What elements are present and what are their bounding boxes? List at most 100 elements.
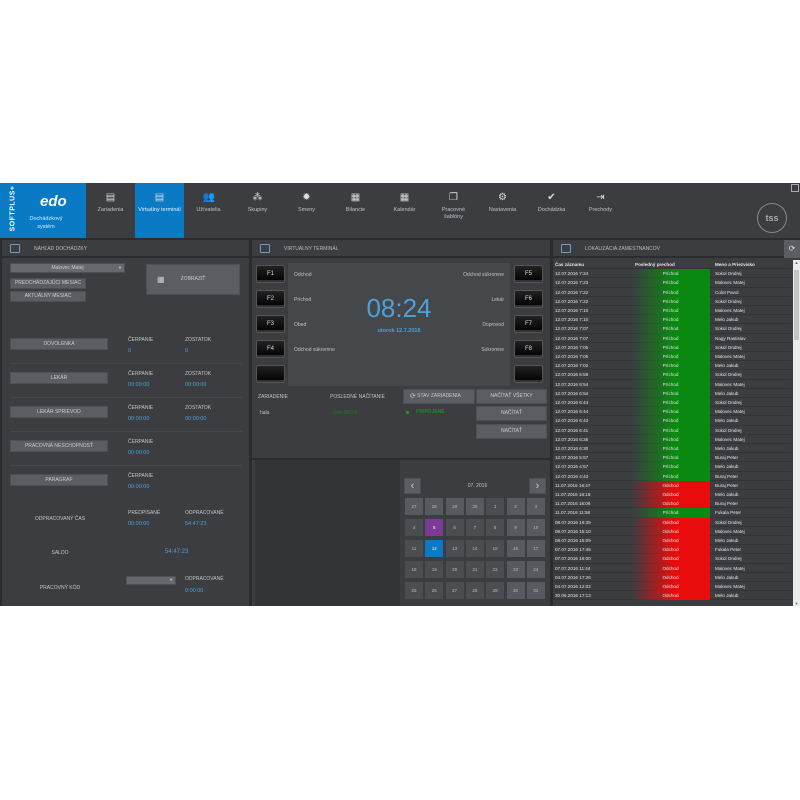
calendar-day[interactable]: 28 [465,582,484,599]
table-row[interactable]: 12.07.2016 6:35 Príchod Malovec Matej [553,434,791,444]
table-row[interactable]: 12.07.2016 7:24 Príchod Sokol Ondrej [553,269,791,279]
calendar-day[interactable]: 15 [486,540,505,557]
table-row[interactable]: 12.07.2016 4:43 Príchod Buraj Peter [553,471,791,481]
previous-month-button[interactable]: PREDCHÁDZAJÚCI MESIAC [10,278,86,289]
calendar-day[interactable]: 19 [425,561,444,578]
table-row[interactable]: 12.07.2016 6:44 Príchod Sokol Ondrej [553,398,791,408]
calendar-day[interactable]: 21 [465,561,484,578]
show-button[interactable]: ▦ ZOBRAZIŤ [146,264,240,295]
calendar-day[interactable]: 17 [526,540,545,557]
table-row[interactable]: 11.07.2016 16:18 Odchod Melo Jakub [553,490,791,500]
load-all-button[interactable]: NAČÍTAŤ VŠETKY [476,389,547,404]
table-row[interactable]: 12.07.2016 6:44 Príchod Malovec Matej [553,407,791,417]
next-month-button[interactable]: › [529,478,546,494]
load-button[interactable]: NAČÍTAŤ [476,406,547,421]
table-row[interactable]: 12.07.2016 7:05 Príchod Malovec Matej [553,352,791,362]
nav-item[interactable]: ▤ Zariadenia [86,183,135,238]
function-key[interactable]: F3 [256,315,285,333]
calendar-day[interactable]: 1 [486,498,505,515]
category-button[interactable]: PRACOVNÁ NESCHOPNOSŤ [10,440,108,452]
calendar-day[interactable]: 6 [445,519,464,536]
table-row[interactable]: 04.07.2016 17:26 Odchod Melo Jakub [553,572,791,582]
calendar-day[interactable]: 4 [405,519,423,536]
function-key[interactable]: F5 [514,265,543,283]
calendar-day[interactable]: 27 [405,498,423,515]
table-row[interactable]: 04.07.2016 12:02 Odchod Malovec Matej [553,582,791,592]
category-button[interactable]: PARAGRAF [10,474,108,486]
calendar-day[interactable]: 29 [445,498,464,515]
table-row[interactable]: 07.07.2016 11:44 Odchod Malovec Matej [553,563,791,573]
calendar-day[interactable]: 18 [405,561,423,578]
function-key[interactable]: F6 [514,290,543,308]
table-row[interactable]: 12.07.2016 7:23 Príchod Malovec Matej [553,278,791,288]
table-row[interactable]: 08.07.2016 15:09 Odchod Melo Jakub [553,536,791,546]
table-row[interactable]: 12.07.2016 7:02 Príchod Melo Jakub [553,361,791,371]
calendar-day[interactable]: 11 [405,540,423,557]
nav-item[interactable]: ✔ Dochádzka [527,183,576,238]
table-row[interactable]: 12.07.2016 6:58 Príchod Sokol Ondrej [553,370,791,380]
scrollbar-thumb[interactable] [794,270,799,340]
table-row[interactable]: 08.07.2016 16:35 Odchod Sokol Ondrej [553,517,791,527]
table-row[interactable]: 07.07.2016 16:00 Odchod Sokol Ondrej [553,554,791,564]
table-row[interactable]: 12.07.2016 7:10 Príchod Malovec Matej [553,306,791,316]
category-button[interactable]: DOVOLENKA [10,338,108,350]
calendar-day[interactable]: 7 [465,519,484,536]
table-row[interactable]: 30.06.2016 17:13 Odchod Melo Jakub [553,591,791,601]
calendar-day[interactable]: 16 [506,540,525,557]
app-logo[interactable]: SOFTPLUS+ edo Dochádzkový systém [0,183,86,238]
calendar-day[interactable]: 31 [526,582,545,599]
table-row[interactable]: 12.07.2016 7:22 Príchod Colot Pavol [553,287,791,297]
table-row[interactable]: 12.07.2016 7:07 Príchod Sokol Ondrej [553,324,791,334]
calendar-day[interactable]: 9 [506,519,525,536]
table-row[interactable]: 11.07.2016 16:47 Odchod Buraj Peter [553,480,791,490]
table-row[interactable]: 12.07.2016 7:10 Príchod Melo Jakub [553,315,791,325]
table-row[interactable]: 07.07.2016 17:45 Odchod Fukala Peter [553,545,791,555]
current-month-button[interactable]: AKTUÁLNY MESIAC [10,291,86,302]
nav-item[interactable]: ▦ Kalendár [380,183,429,238]
device-status-button[interactable]: ⟳ STAV ZARIADENIA [403,389,475,404]
calendar-day[interactable]: 30 [506,582,525,599]
function-key[interactable] [514,365,543,383]
employee-select[interactable]: Malovec Matej ▼ [10,263,125,273]
table-row[interactable]: 08.07.2016 15:10 Odchod Malovec Matej [553,526,791,536]
nav-item[interactable]: ✹ Smeny [282,183,331,238]
calendar-day[interactable]: 22 [486,561,505,578]
scrollbar[interactable]: ▲ ▼ [793,260,800,606]
calendar-day[interactable]: 27 [445,582,464,599]
table-row[interactable]: 12.07.2016 6:43 Príchod Melo Jakub [553,416,791,426]
calendar-day[interactable]: 13 [445,540,464,557]
calendar-day[interactable]: 28 [425,498,444,515]
calendar-day[interactable]: 3 [526,498,545,515]
calendar-day[interactable]: 24 [526,561,545,578]
calendar-day[interactable]: 20 [445,561,464,578]
refresh-icon[interactable]: ⟳ [784,240,800,258]
calendar-day[interactable]: 30 [465,498,484,515]
table-row[interactable]: 11.07.2016 11:58 Príchod Fukala Peter [553,508,791,518]
calendar-day[interactable]: 8 [486,519,505,536]
table-row[interactable]: 11.07.2016 16:06 Odchod Buraj Peter [553,499,791,509]
nav-item[interactable]: ⇥ Prechody [576,183,625,238]
load-button[interactable]: NAČÍTAŤ [476,424,547,439]
table-row[interactable]: 12.07.2016 7:07 Príchod Nagy Rastislav [553,333,791,343]
function-key[interactable] [256,365,285,383]
nav-item[interactable]: ▤ Virtuálny terminál [135,183,184,238]
function-key[interactable]: F2 [256,290,285,308]
calendar-day[interactable]: 12 [425,540,444,557]
table-row[interactable]: 12.07.2016 6:41 Príchod Sokol Ondrej [553,425,791,435]
nav-item[interactable]: 👥 Užívatelia [184,183,233,238]
category-button[interactable]: LEKÁR SPRIEVOD [10,406,108,418]
table-row[interactable]: 12.07.2016 5:57 Príchod Buraj Peter [553,453,791,463]
function-key[interactable]: F7 [514,315,543,333]
window-restore-icon[interactable] [791,184,799,192]
calendar-day[interactable]: 26 [425,582,444,599]
table-row[interactable]: 12.07.2016 7:05 Príchod Sokol Ondrej [553,342,791,352]
calendar-day[interactable]: 29 [486,582,505,599]
table-row[interactable]: 12.07.2016 6:54 Príchod Melo Jakub [553,388,791,398]
calendar-day[interactable]: 14 [465,540,484,557]
table-row[interactable]: 12.07.2016 6:30 Príchod Melo Jakub [553,444,791,454]
category-button[interactable]: LEKÁR [10,372,108,384]
nav-item[interactable]: ⚙ Nastavenia [478,183,527,238]
nav-item[interactable]: ▦ Bilancie [331,183,380,238]
table-row[interactable]: 12.07.2016 4:57 Príchod Melo Jakub [553,462,791,472]
function-key[interactable]: F4 [256,340,285,358]
